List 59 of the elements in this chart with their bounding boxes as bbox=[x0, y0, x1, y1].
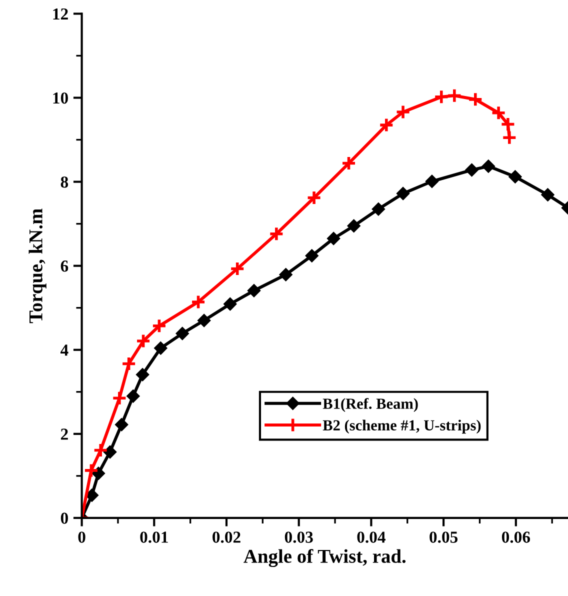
x-tick-label: 0.02 bbox=[212, 532, 240, 543]
point bbox=[92, 467, 105, 480]
point bbox=[115, 418, 128, 431]
y-tick-label: 0 bbox=[60, 512, 68, 524]
point bbox=[121, 356, 136, 372]
point bbox=[104, 446, 116, 458]
x-tick-label: 0.04 bbox=[357, 532, 386, 543]
y-tick-label: 8 bbox=[60, 176, 68, 188]
x-tick-label: 0 bbox=[78, 532, 86, 543]
point bbox=[112, 390, 128, 406]
point bbox=[482, 160, 495, 173]
point bbox=[152, 318, 167, 334]
point bbox=[306, 190, 322, 206]
point bbox=[341, 156, 356, 171]
point bbox=[396, 187, 410, 200]
y-tick-label: 10 bbox=[53, 92, 68, 104]
point bbox=[541, 188, 554, 202]
y-tick-label: 2 bbox=[60, 428, 68, 440]
point bbox=[327, 232, 340, 245]
y-tick-label: 4 bbox=[60, 344, 68, 356]
point bbox=[502, 130, 518, 146]
point bbox=[126, 390, 140, 402]
x-tick-label: 0.01 bbox=[140, 532, 168, 543]
point bbox=[434, 89, 450, 105]
x-tick-label: 0.05 bbox=[430, 532, 458, 543]
y-axis-title: Torque, kN.m bbox=[28, 208, 46, 324]
point bbox=[176, 327, 189, 340]
point bbox=[198, 314, 210, 327]
point bbox=[508, 170, 522, 184]
point bbox=[372, 202, 385, 216]
point bbox=[92, 442, 108, 458]
point bbox=[248, 284, 260, 297]
legend-label: B2 (scheme #1, U-strips) bbox=[322, 420, 481, 434]
point bbox=[224, 298, 236, 310]
point bbox=[378, 117, 394, 133]
point bbox=[280, 268, 292, 281]
point bbox=[395, 104, 411, 120]
point bbox=[230, 261, 245, 276]
point bbox=[268, 226, 284, 242]
y-tick-label: 6 bbox=[60, 260, 68, 272]
point bbox=[154, 342, 167, 354]
point bbox=[426, 175, 438, 188]
x-axis-title: Angle of Twist, rad. bbox=[244, 549, 406, 567]
y-tick-label: 12 bbox=[53, 8, 68, 20]
point bbox=[490, 105, 506, 121]
point bbox=[468, 92, 484, 108]
point bbox=[500, 116, 516, 132]
legend-label: B1(Ref. Beam) bbox=[322, 398, 418, 412]
point bbox=[84, 462, 99, 478]
x-tick-label: 0.03 bbox=[284, 532, 313, 543]
point bbox=[136, 368, 149, 381]
point bbox=[86, 488, 98, 502]
point bbox=[306, 249, 318, 262]
point bbox=[190, 294, 206, 310]
x-tick-label: 0.06 bbox=[502, 532, 530, 543]
point bbox=[348, 220, 360, 232]
point bbox=[446, 88, 462, 104]
point bbox=[465, 164, 478, 176]
point bbox=[136, 333, 151, 349]
